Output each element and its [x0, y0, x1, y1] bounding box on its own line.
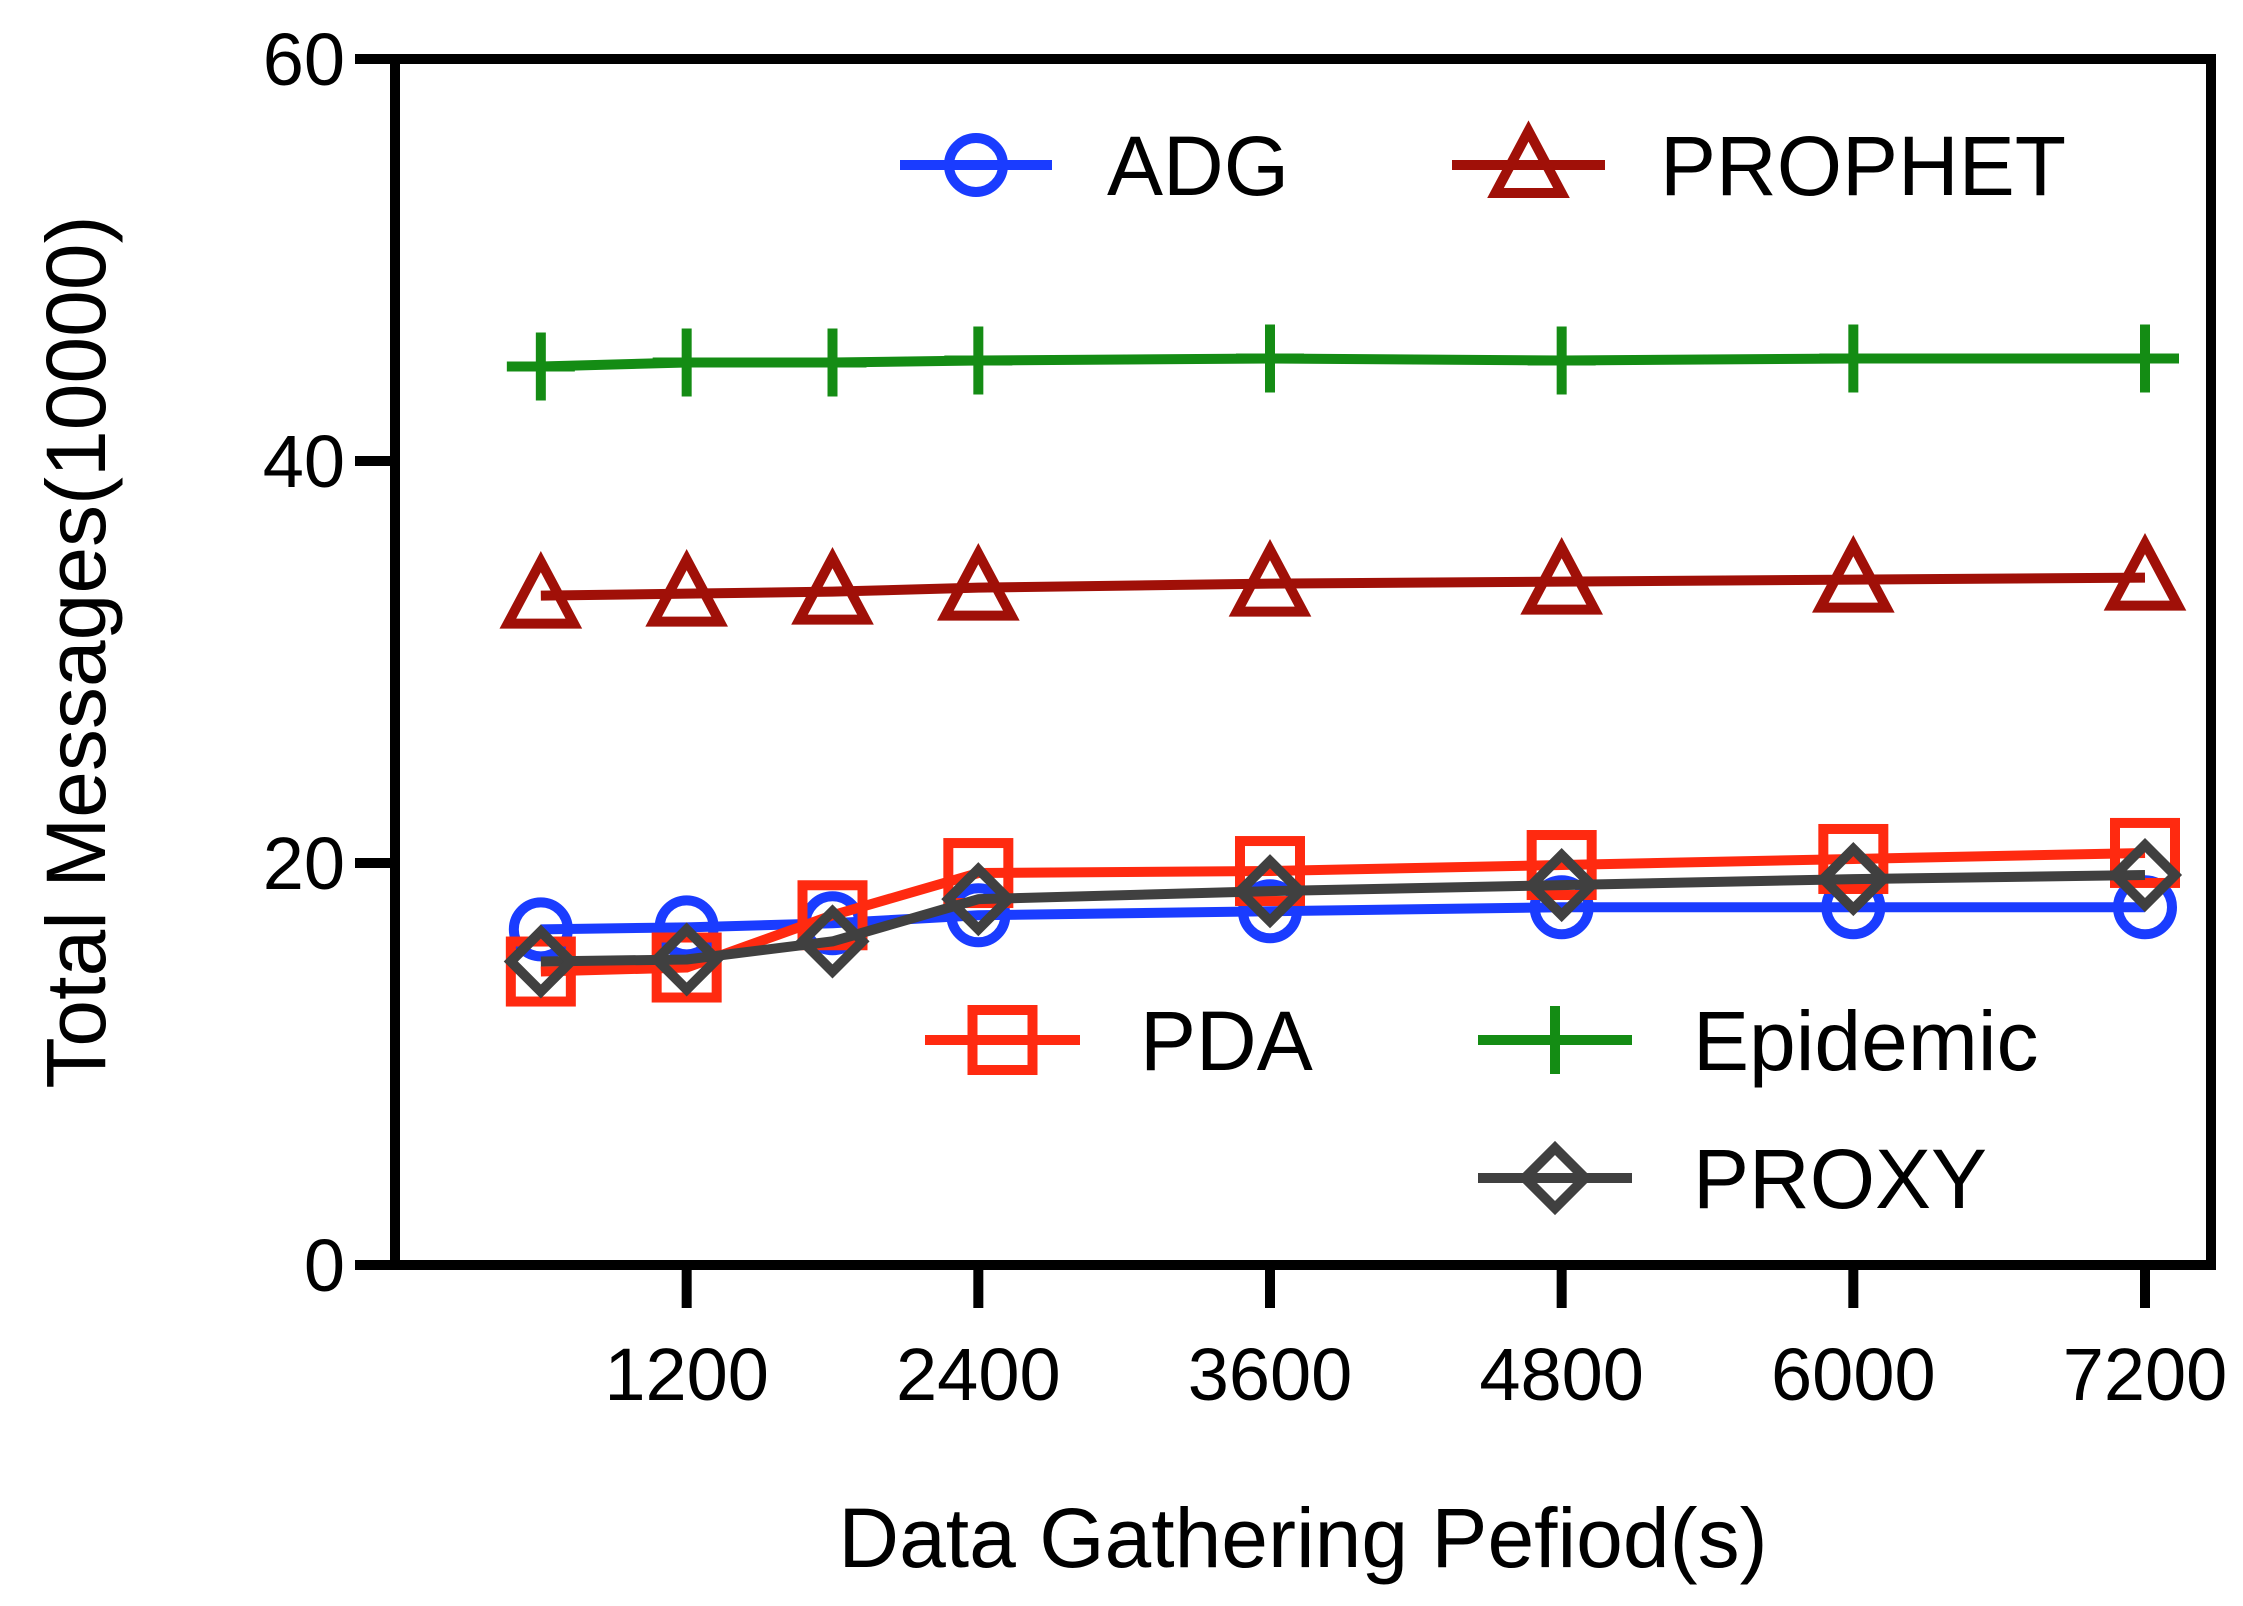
- point-epidemic-2400: [944, 326, 1013, 395]
- plot-frame: [390, 54, 2216, 1270]
- data-series: [499, 324, 2187, 1007]
- point-prophet-2400: [937, 542, 1020, 621]
- point-prophet-3600: [1228, 538, 1312, 617]
- legend-marker-prophet: [1487, 120, 1570, 198]
- point-pda-6000: [1818, 823, 1889, 894]
- point-adg-1200: [654, 895, 719, 960]
- point-proxy-1800: [795, 904, 870, 979]
- legend-item-pda: PDA: [925, 994, 1313, 1088]
- point-prophet-600: [499, 551, 583, 629]
- legend: ADG PROPHET PDA Epidemic PROXY: [900, 119, 2066, 1226]
- axis-ticks: 0 20 40 60 1200 2400 3600 4800 6000 7200: [263, 18, 2228, 1416]
- point-epidemic-3600: [1236, 324, 1304, 393]
- legend-item-proxy: PROXY: [1478, 1132, 1987, 1226]
- point-adg-3600: [1238, 879, 1302, 944]
- y-tick-label-60: 60: [263, 18, 345, 101]
- point-pda-3600: [1235, 836, 1305, 907]
- point-prophet-7200: [2103, 532, 2187, 611]
- point-epidemic-1800: [798, 328, 867, 397]
- point-pda-7200: [2110, 817, 2180, 888]
- point-proxy-2400: [941, 862, 1016, 937]
- legend-marker-proxy: [1517, 1140, 1593, 1216]
- point-proxy-7200: [2107, 837, 2183, 913]
- legend-marker-epidemic: [1521, 1006, 1589, 1074]
- point-pda-1200: [651, 932, 722, 1003]
- y-tick-label-20: 20: [263, 822, 345, 905]
- point-pda-600: [505, 936, 576, 1007]
- point-adg-2400: [946, 883, 1011, 948]
- legend-label-proxy: PROXY: [1693, 1132, 1987, 1226]
- x-tick-label-6000: 6000: [1771, 1333, 1936, 1416]
- x-tick-label-7200: 7200: [2063, 1333, 2228, 1416]
- point-prophet-1200: [645, 549, 728, 627]
- point-epidemic-600: [506, 332, 575, 401]
- legend-item-epidemic: Epidemic: [1478, 994, 2038, 1088]
- point-epidemic-7200: [2111, 324, 2179, 393]
- point-epidemic-6000: [1819, 324, 1888, 393]
- legend-label-adg: ADG: [1107, 119, 1289, 213]
- y-axis-title: Total Messages(10000): [29, 215, 123, 1088]
- series-prophet: [499, 532, 2187, 629]
- legend-marker-pda: [967, 1005, 1038, 1075]
- series-line-proxy: [540, 870, 2146, 967]
- x-tick-label-1200: 1200: [604, 1333, 769, 1416]
- point-epidemic-4800: [1527, 326, 1596, 395]
- point-prophet-1800: [791, 547, 874, 625]
- x-tick-label-3600: 3600: [1188, 1333, 1353, 1416]
- series-line-prophet: [540, 572, 2146, 601]
- series-epidemic: [506, 324, 2179, 401]
- legend-marker-adg: [944, 133, 1008, 197]
- point-prophet-4800: [1520, 536, 1603, 615]
- point-proxy-3600: [1232, 854, 1308, 929]
- legend-label-prophet: PROPHET: [1660, 119, 2066, 213]
- point-proxy-4800: [1524, 848, 1599, 923]
- point-prophet-6000: [1812, 534, 1895, 613]
- legend-label-pda: PDA: [1140, 994, 1313, 1088]
- series-proxy: [503, 837, 2183, 999]
- legend-item-adg: ADG: [900, 119, 1289, 213]
- legend-label-epidemic: Epidemic: [1693, 994, 2038, 1088]
- x-tick-label-4800: 4800: [1479, 1333, 1644, 1416]
- x-axis-title: Data Gathering Pefiod(s): [838, 1491, 1767, 1585]
- x-tick-label-2400: 2400: [896, 1333, 1061, 1416]
- point-adg-600: [508, 897, 573, 962]
- point-proxy-1200: [649, 922, 724, 997]
- series-line-adg: [540, 902, 2145, 935]
- point-proxy-6000: [1816, 842, 1891, 917]
- point-pda-4800: [1526, 830, 1597, 901]
- legend-item-prophet: PROPHET: [1452, 119, 2066, 213]
- y-tick-label-40: 40: [263, 420, 345, 503]
- point-epidemic-1200: [652, 328, 721, 397]
- y-tick-label-0: 0: [304, 1224, 345, 1307]
- series-line-epidemic: [540, 353, 2145, 372]
- point-proxy-600: [503, 924, 578, 999]
